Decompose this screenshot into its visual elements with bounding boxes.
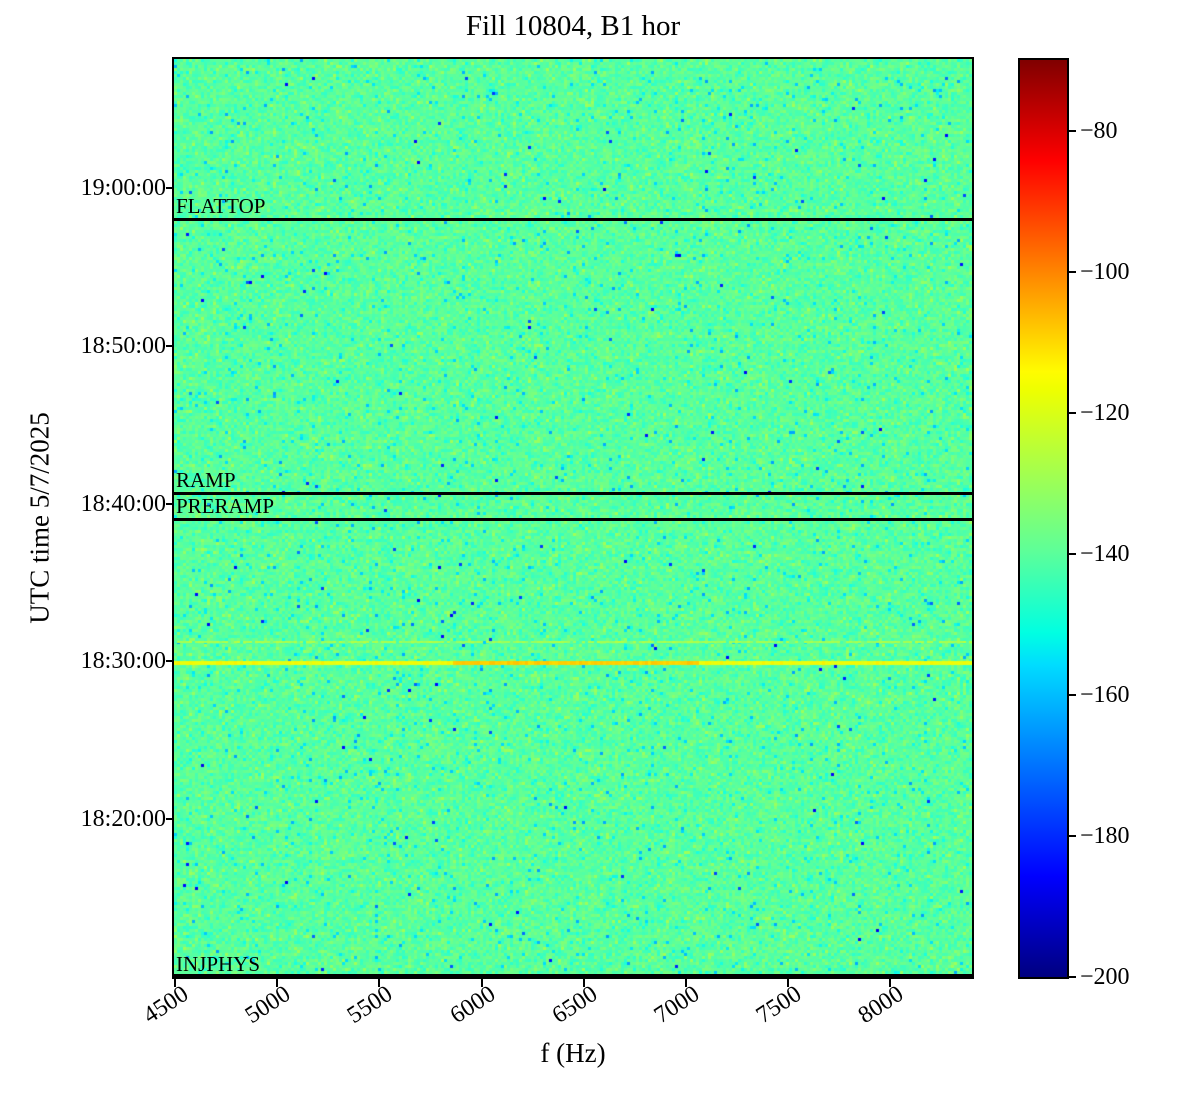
y-tick-label: 19:00:00 [80, 174, 166, 201]
colorbar-tick [1069, 129, 1076, 132]
event-label-injphys: INJPHYS [176, 952, 261, 976]
x-tick [787, 979, 790, 987]
colorbar-tick [1069, 270, 1076, 273]
chart-title: Fill 10804, B1 hor [465, 10, 681, 42]
colorbar-tick [1069, 552, 1076, 555]
y-tick [166, 186, 174, 189]
event-line-preramp [174, 518, 972, 522]
x-tick [480, 979, 483, 987]
event-label-preramp: PRERAMP [176, 494, 275, 519]
x-axis-label: f (Hz) [540, 1038, 606, 1068]
event-line-flattop [174, 218, 972, 222]
colorbar-gradient [1020, 60, 1067, 977]
colorbar-tick-label: −160 [1080, 681, 1130, 708]
x-tick [582, 979, 585, 987]
colorbar-tick-label: −120 [1080, 399, 1130, 426]
x-tick [276, 979, 279, 987]
y-tick [166, 502, 174, 505]
colorbar-tick [1069, 834, 1076, 837]
y-tick-label: 18:40:00 [80, 490, 166, 517]
y-tick [166, 818, 174, 821]
y-tick [166, 344, 174, 347]
plot-area [172, 57, 974, 979]
colorbar-tick [1069, 976, 1076, 978]
y-tick [166, 660, 174, 663]
event-line-ramp [174, 492, 972, 495]
colorbar-tick-label: −180 [1080, 822, 1130, 849]
x-tick [684, 979, 687, 987]
colorbar-tick-label: −100 [1080, 258, 1130, 285]
colorbar-tick [1069, 411, 1076, 414]
event-line-injphys [174, 974, 972, 977]
y-tick-label: 18:30:00 [80, 648, 166, 675]
x-tick [174, 979, 177, 987]
colorbar-tick-label: −140 [1080, 540, 1130, 567]
event-label-ramp: RAMP [176, 468, 236, 492]
y-tick-label: 18:50:00 [80, 332, 166, 359]
colorbar-tick [1069, 693, 1076, 696]
x-tick [378, 979, 381, 987]
spectrogram-canvas [174, 59, 972, 977]
event-label-flattop: FLATTOP [176, 194, 266, 219]
x-tick [889, 979, 892, 987]
y-tick-label: 18:20:00 [80, 806, 166, 833]
colorbar [1018, 58, 1069, 979]
colorbar-tick-label: −80 [1080, 117, 1118, 144]
colorbar-tick-label: −200 [1080, 964, 1130, 990]
